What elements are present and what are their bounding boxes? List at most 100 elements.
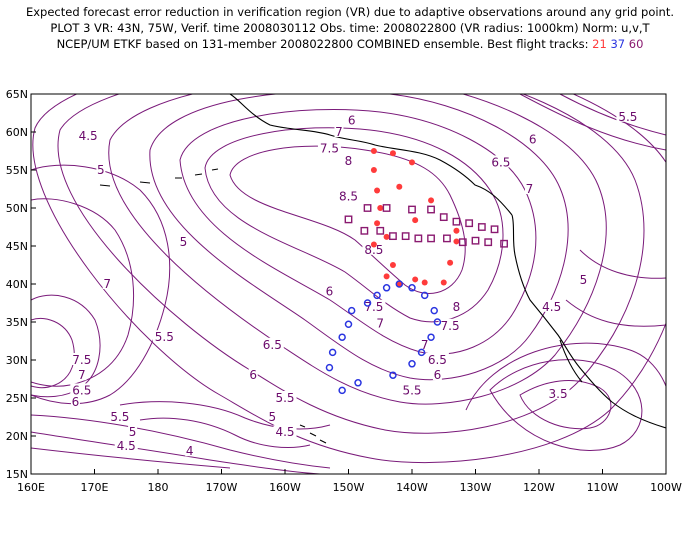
track-60-point (471, 236, 480, 245)
track-37-point (427, 333, 435, 341)
lon-label: 150W (333, 481, 365, 494)
track-21-point (412, 276, 419, 283)
track-37-point (347, 306, 356, 315)
contour-label-bg (70, 394, 80, 407)
track-21-point (396, 183, 403, 190)
hawaii-islands (299, 424, 327, 444)
track-37-point (408, 360, 416, 368)
west-coast (511, 214, 666, 429)
coastlines (99, 94, 666, 444)
track-60-point (382, 204, 391, 212)
lon-label: 180 (148, 481, 169, 494)
track-37-point (338, 386, 346, 395)
contour-label: 6 (72, 395, 80, 409)
lon-label: 120W (523, 481, 555, 494)
lat-label: 30N (6, 354, 28, 367)
track-21-point (396, 281, 403, 287)
track-60-label: 60 (628, 37, 644, 51)
track-60-point (414, 234, 423, 243)
contour-label: 5.5 (155, 330, 174, 344)
contour-label: 7.5 (441, 319, 460, 333)
contour-label: 6 (529, 133, 537, 147)
track-37-point (363, 299, 372, 307)
contour-line (149, 94, 569, 381)
contour-line (139, 417, 311, 449)
track-60-point (427, 205, 435, 214)
track-60-point (500, 239, 508, 248)
lat-label: 60N (6, 126, 28, 139)
contour-line (31, 164, 171, 405)
lat-label: 25N (6, 392, 28, 405)
alaska-coast (229, 94, 513, 216)
contour-label-bg (420, 337, 430, 350)
contour-label-bg (185, 444, 195, 457)
contour-label: 7 (421, 338, 429, 352)
contour-label-bg (273, 425, 297, 438)
contour-label: 7.5 (320, 142, 339, 156)
contour-label-bg (178, 235, 188, 248)
contour-label-bg (77, 368, 87, 381)
lat-label: 45N (6, 240, 28, 253)
track-21-point (389, 150, 396, 157)
track-60-point (484, 238, 493, 247)
contour-label: 7 (376, 317, 384, 331)
track-21-point (453, 238, 460, 245)
contour-line (565, 299, 666, 327)
track-21-point (428, 197, 435, 204)
contour-label-bg (347, 113, 357, 126)
contour-label: 6.5 (263, 338, 282, 352)
contour-label-bg (324, 284, 334, 297)
lon-label: 160W (269, 481, 301, 494)
track-60-point (490, 225, 499, 234)
contour-label-bg (76, 128, 100, 141)
contour-line (179, 108, 537, 355)
header-line-3: NCEP/UM ETKF based on 131-member 2008022… (0, 36, 700, 52)
contour-label-bg (540, 299, 564, 312)
contour-line (229, 145, 466, 294)
contour-label: 4.5 (275, 425, 294, 439)
lon-label: 170E (81, 481, 109, 494)
flight-track-60 (344, 204, 508, 248)
track-21-point (370, 241, 377, 248)
track-21-point (453, 227, 460, 234)
contour-label: 5.5 (110, 410, 129, 424)
track-60-point (443, 234, 451, 243)
contour-label: 4.5 (117, 439, 136, 453)
track-21-point (374, 220, 381, 227)
flight-track-21 (370, 148, 460, 287)
track-21-point (412, 217, 419, 224)
lat-label: 65N (6, 88, 28, 101)
track-60-point (452, 217, 461, 226)
contour-label: 8.5 (339, 190, 358, 204)
contour-label: 7 (103, 277, 111, 291)
track-60-point (427, 234, 435, 243)
track-21-label: 21 (592, 37, 607, 51)
track-21-point (374, 187, 381, 194)
track-60-point (376, 226, 385, 235)
contour-label-bg (432, 368, 442, 381)
contour-label: 6.5 (491, 155, 510, 169)
contour-label-bg (616, 109, 640, 122)
lon-label: 130W (460, 481, 492, 494)
track-60-point (465, 219, 474, 228)
contour-label-bg (108, 410, 132, 422)
contour-label-bg (267, 410, 277, 422)
track-37-point (354, 379, 362, 387)
contour-label: 6.5 (428, 353, 447, 367)
lat-label: 55N (6, 164, 28, 177)
contour-label: 5 (268, 410, 276, 424)
track-37-point (338, 333, 346, 341)
contour-label: 7 (526, 182, 534, 196)
contour-label: 5.5 (402, 383, 421, 397)
contour-label: 4 (186, 444, 194, 458)
contour-label-bg (344, 153, 353, 166)
contour-label: 7.5 (364, 300, 383, 314)
contour-line (204, 127, 504, 323)
contour-label-bg (70, 383, 94, 396)
contour-label: 6 (249, 368, 257, 382)
contour-label-bg (489, 155, 513, 168)
track-37-point (344, 320, 353, 329)
contour-label: 4.5 (79, 129, 98, 143)
